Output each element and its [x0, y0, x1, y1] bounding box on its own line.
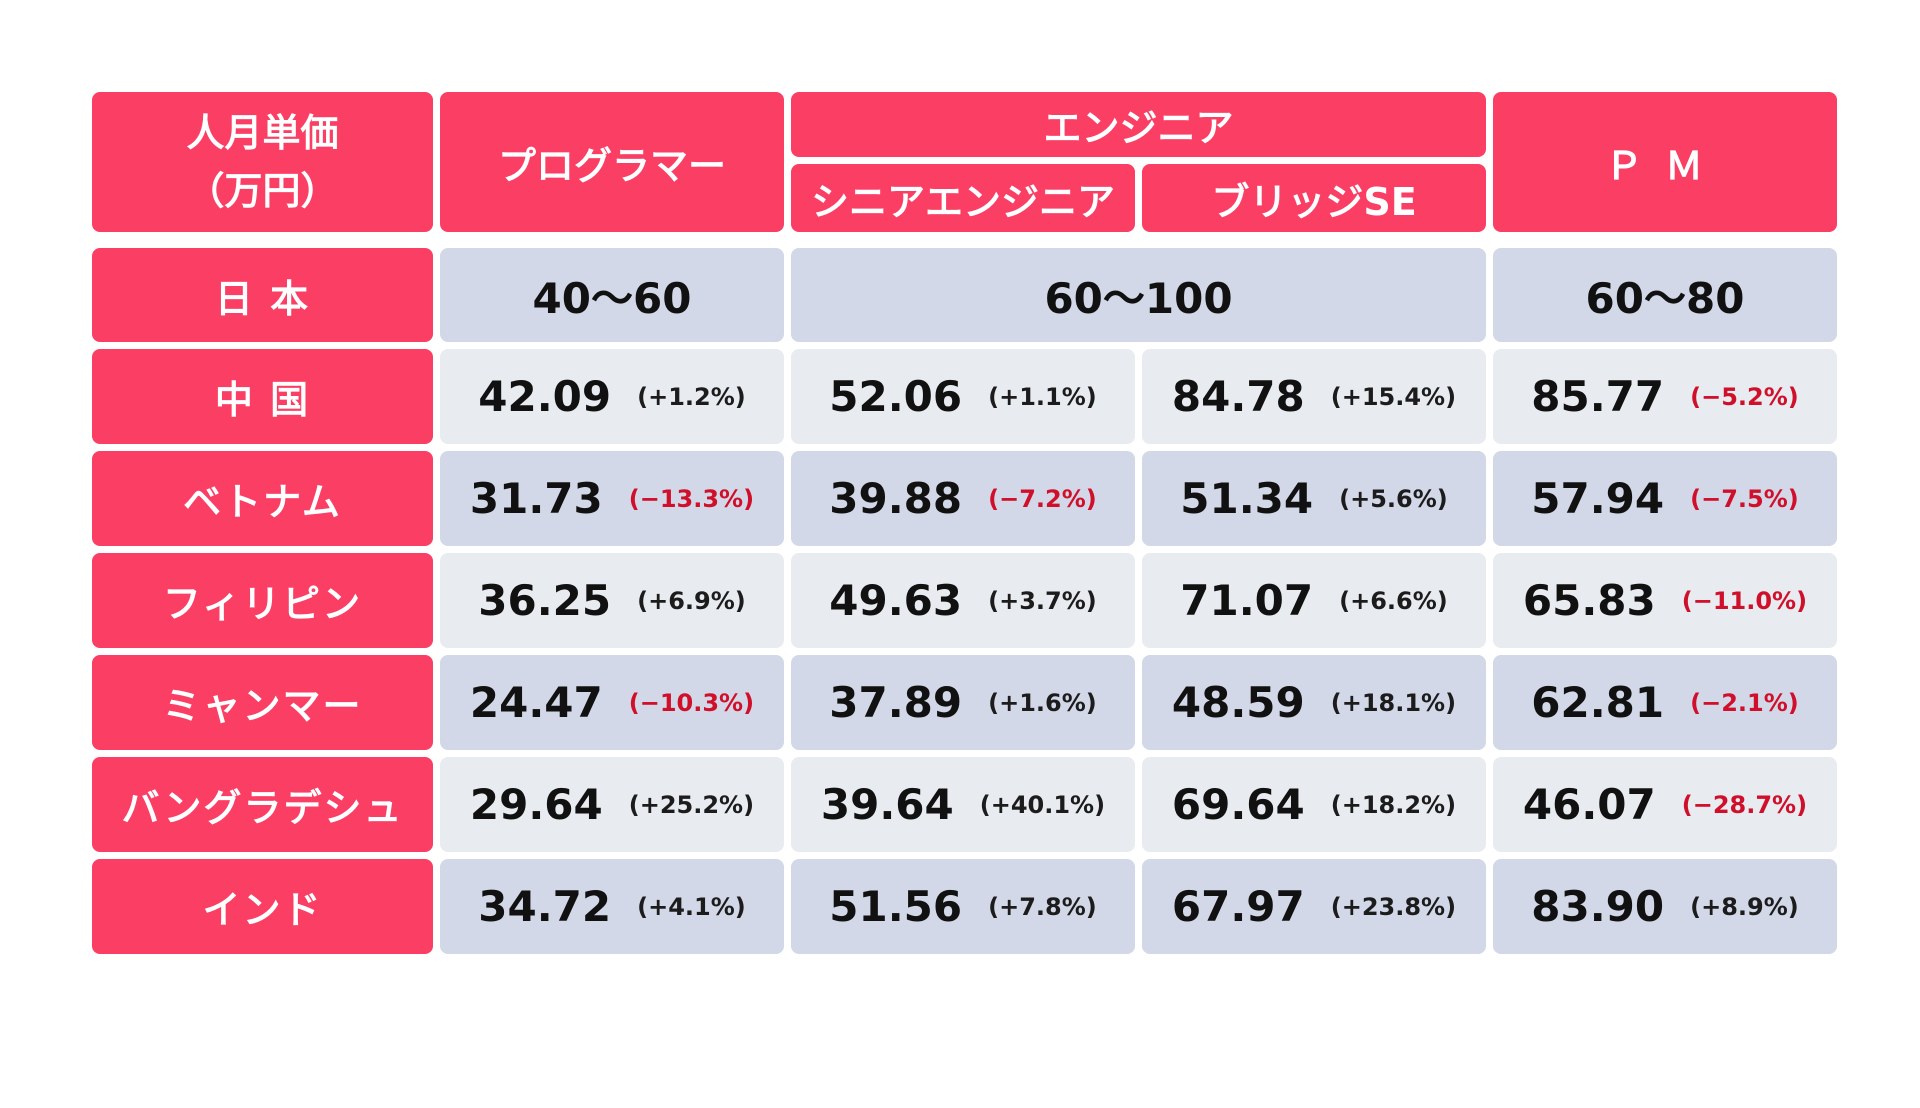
rate-value: 67.97: [1171, 882, 1305, 931]
rate-value: 48.59: [1171, 678, 1305, 727]
rate-cell-senior: 37.89 (+1.6%): [791, 655, 1135, 750]
rate-value: 42.09: [478, 372, 612, 421]
rate-change: (+40.1%): [979, 790, 1106, 819]
rate-value: 51.56: [829, 882, 963, 931]
rate-change: (+5.6%): [1339, 484, 1448, 513]
rate-change: (+25.2%): [628, 790, 755, 819]
rate-change: (−5.2%): [1690, 382, 1799, 411]
header-programmer: プログラマー: [440, 92, 784, 232]
header-corner: 人月単価 （万円）: [92, 92, 433, 232]
rate-cell-programmer: 24.47 (−10.3%): [440, 655, 784, 750]
rate-change: (−13.3%): [628, 484, 755, 513]
rate-cell-pm: 62.81 (−2.1%): [1493, 655, 1837, 750]
rate-change: (+1.1%): [988, 382, 1097, 411]
rate-cell-pm: 85.77 (−5.2%): [1493, 349, 1837, 444]
rate-cell-programmer: 29.64 (+25.2%): [440, 757, 784, 852]
header-pm: ＰＭ: [1493, 92, 1837, 232]
rate-change: (+23.8%): [1330, 892, 1457, 921]
rate-change: (−11.0%): [1681, 586, 1808, 615]
rate-cell-senior: 52.06 (+1.1%): [791, 349, 1135, 444]
rate-value: 51.34: [1180, 474, 1314, 523]
rate-value: 85.77: [1531, 372, 1665, 421]
rate-change: (−28.7%): [1681, 790, 1808, 819]
rate-change: (−10.3%): [628, 688, 755, 717]
rate-cell-bridge: 48.59 (+18.1%): [1142, 655, 1486, 750]
rate-cell-bridge: 51.34 (+5.6%): [1142, 451, 1486, 546]
header-corner-line1: 人月単価: [186, 111, 339, 155]
rate-value: 65.83: [1522, 576, 1656, 625]
japan-programmer-range: 40〜60: [440, 248, 784, 342]
row-label: ミャンマー: [92, 655, 433, 750]
rate-change: (+18.1%): [1330, 688, 1457, 717]
row-label: 中 国: [92, 349, 433, 444]
rate-value: 39.88: [829, 474, 963, 523]
header-bridge-se: ブリッジSE: [1142, 164, 1486, 232]
rate-change: (+8.9%): [1690, 892, 1799, 921]
rate-change: (+1.2%): [637, 382, 746, 411]
rate-value: 24.47: [469, 678, 603, 727]
rate-cell-bridge: 84.78 (+15.4%): [1142, 349, 1486, 444]
japan-pm-range: 60〜80: [1493, 248, 1837, 342]
header-engineer: エンジニア: [791, 92, 1486, 157]
rate-value: 46.07: [1522, 780, 1656, 829]
rate-cell-pm: 57.94 (−7.5%): [1493, 451, 1837, 546]
rate-value: 84.78: [1171, 372, 1305, 421]
rate-cell-bridge: 67.97 (+23.8%): [1142, 859, 1486, 954]
rate-change: (−7.2%): [988, 484, 1097, 513]
rate-change: (+6.6%): [1339, 586, 1448, 615]
rate-change: (+4.1%): [637, 892, 746, 921]
row-label: バングラデシュ: [92, 757, 433, 852]
rate-value: 36.25: [478, 576, 612, 625]
rate-change: (+18.2%): [1330, 790, 1457, 819]
rate-value: 49.63: [829, 576, 963, 625]
rate-value: 71.07: [1180, 576, 1314, 625]
rate-cell-bridge: 69.64 (+18.2%): [1142, 757, 1486, 852]
rate-table: 人月単価 （万円） プログラマー エンジニア シニアエンジニア ブリッジSE Ｐ…: [92, 92, 1838, 1022]
rate-change: (+15.4%): [1330, 382, 1457, 411]
rate-value: 57.94: [1531, 474, 1665, 523]
rate-cell-senior: 39.64 (+40.1%): [791, 757, 1135, 852]
header-corner-line2: （万円）: [186, 169, 339, 213]
japan-engineer-range: 60〜100: [791, 248, 1486, 342]
rate-change: (+1.6%): [988, 688, 1097, 717]
rate-value: 29.64: [469, 780, 603, 829]
rate-value: 31.73: [469, 474, 603, 523]
rate-change: (−7.5%): [1690, 484, 1799, 513]
rate-cell-pm: 83.90 (+8.9%): [1493, 859, 1837, 954]
rate-value: 37.89: [829, 678, 963, 727]
row-label: インド: [92, 859, 433, 954]
rate-cell-senior: 51.56 (+7.8%): [791, 859, 1135, 954]
rate-value: 69.64: [1171, 780, 1305, 829]
rate-cell-pm: 65.83 (−11.0%): [1493, 553, 1837, 648]
rate-change: (+3.7%): [988, 586, 1097, 615]
row-label-japan: 日 本: [92, 248, 433, 342]
rate-cell-programmer: 36.25 (+6.9%): [440, 553, 784, 648]
rate-change: (+6.9%): [637, 586, 746, 615]
rate-value: 34.72: [478, 882, 612, 931]
rate-value: 83.90: [1531, 882, 1665, 931]
rate-cell-programmer: 42.09 (+1.2%): [440, 349, 784, 444]
rate-cell-programmer: 31.73 (−13.3%): [440, 451, 784, 546]
row-label: ベトナム: [92, 451, 433, 546]
rate-cell-senior: 49.63 (+3.7%): [791, 553, 1135, 648]
rate-cell-programmer: 34.72 (+4.1%): [440, 859, 784, 954]
row-label: フィリピン: [92, 553, 433, 648]
rate-change: (−2.1%): [1690, 688, 1799, 717]
rate-value: 39.64: [820, 780, 954, 829]
rate-value: 62.81: [1531, 678, 1665, 727]
rate-cell-senior: 39.88 (−7.2%): [791, 451, 1135, 546]
rate-change: (+7.8%): [988, 892, 1097, 921]
rate-value: 52.06: [829, 372, 963, 421]
rate-cell-pm: 46.07 (−28.7%): [1493, 757, 1837, 852]
rate-cell-bridge: 71.07 (+6.6%): [1142, 553, 1486, 648]
header-senior-engineer: シニアエンジニア: [791, 164, 1135, 232]
